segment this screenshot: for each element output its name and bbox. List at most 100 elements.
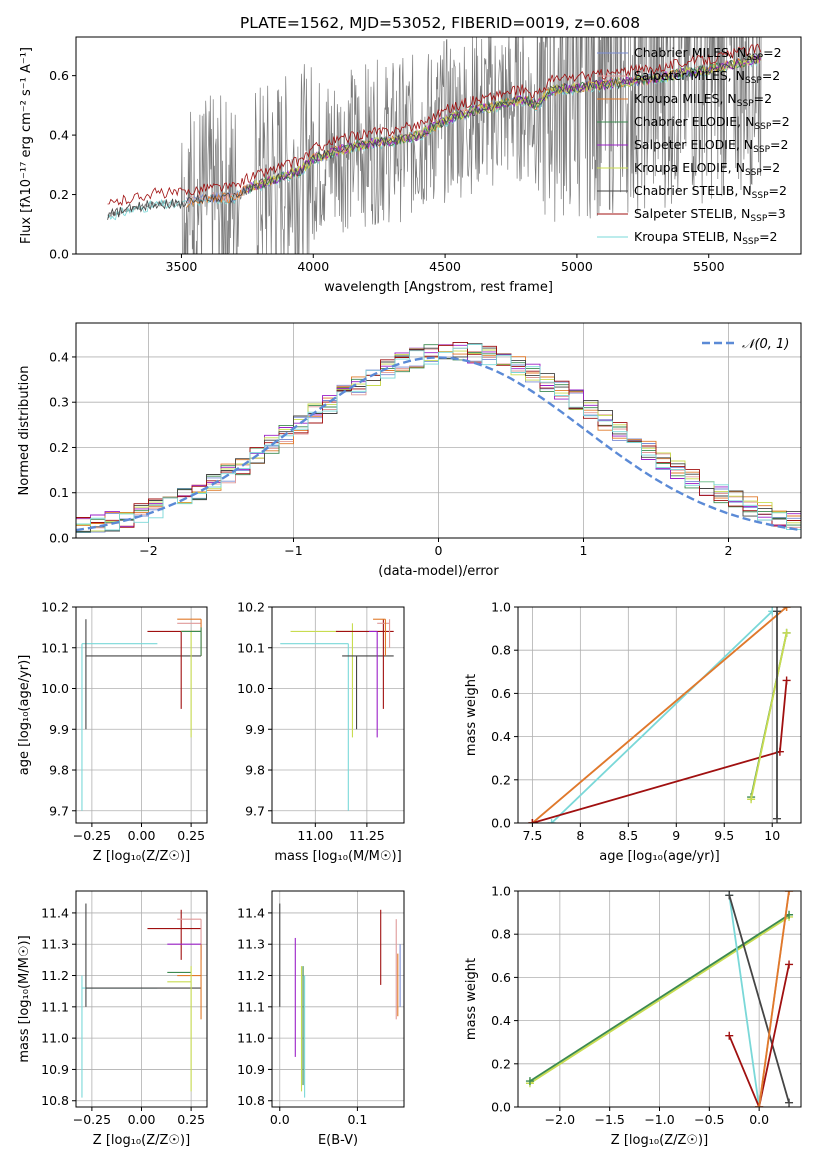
weight-line-kroupa_miles	[758, 891, 790, 1107]
plot-area	[518, 607, 801, 823]
weight-marker-chabrier_stelib	[725, 891, 734, 900]
y-tick-label: 9.8	[49, 763, 69, 778]
y-tick-label: 11.2	[41, 968, 69, 983]
weight-line-salpeter_stelib	[532, 680, 788, 823]
x-axis-label: mass [log₁₀(M/M☉)]	[274, 849, 401, 864]
y-tick-label: 0.0	[49, 247, 69, 262]
x-tick-label: 11.25	[349, 828, 385, 843]
y-tick-label: 10.8	[41, 1093, 69, 1108]
y-tick-label: 0.0	[491, 1100, 511, 1115]
y-tick-label: 11.1	[41, 999, 69, 1014]
weight-marker-kroupa_elodie	[782, 628, 791, 637]
y-tick-label: 0.4	[49, 128, 69, 143]
y-tick-label: 11.2	[237, 968, 265, 983]
y-tick-label: 0.6	[491, 970, 511, 985]
axes-frame	[517, 606, 802, 824]
x-tick-label: −2.0	[545, 1112, 575, 1127]
weight-marker-kroupa_miles	[755, 1103, 764, 1107]
panel-mass_vs_Z: −0.25 0.00 0.25 10.8 10.9 11.0 11.1 11.2 11.3 11.…	[17, 890, 208, 1148]
weight-marker-kroupa_miles	[782, 607, 791, 611]
panel-residuals: −2 −1 0 1 2 0.0 0.1 0.2 0.3 0.4 (data-model)/error…	[17, 322, 802, 579]
y-tick-label: 10.2	[237, 600, 265, 615]
panel-massweight_vs_age: 7.5 8 8.5 9 9.5 10 0.0 0.2 0.4 0.6 0.8 1.0 age [log₁…	[464, 600, 802, 864]
model-line-chabrier_stelib	[107, 52, 762, 220]
legend-entry: Chabrier MILES, NSSP=2	[634, 45, 782, 63]
plot-area	[76, 607, 207, 823]
y-tick-label: 0.4	[49, 349, 69, 364]
normal-curve	[76, 356, 801, 532]
y-axis-label: mass weight	[464, 958, 479, 1040]
y-tick-label: 11.4	[41, 905, 69, 920]
x-tick-label: −0.25	[73, 828, 111, 843]
y-tick-label: 10.0	[41, 681, 69, 696]
legend-entry: Salpeter MILES, NSSP=2	[634, 68, 780, 86]
y-axis-label: mass [log₁₀(M/M☉)]	[17, 935, 32, 1062]
y-tick-label: 9.9	[49, 722, 69, 737]
y-tick-label: 0.8	[491, 643, 511, 658]
x-tick-label: −1.0	[644, 1112, 674, 1127]
x-tick-label: −1.5	[594, 1112, 624, 1127]
axes-frame	[271, 890, 405, 1108]
x-tick-label: −0.5	[694, 1112, 724, 1127]
weight-marker-salpeter_stelib	[782, 676, 791, 685]
x-tick-label: 2	[725, 543, 733, 558]
x-tick-label: 0.0	[270, 1112, 290, 1127]
x-tick-label: 1	[580, 543, 588, 558]
weight-line-kroupa_miles	[531, 607, 788, 823]
weight-marker-chabrier_elodie	[525, 1077, 534, 1086]
legend-entry: Kroupa MILES, NSSP=2	[634, 91, 772, 109]
y-tick-label: 0.6	[49, 68, 69, 83]
panel-age_vs_Z: −0.25 0.00 0.25 9.7 9.8 9.9 10.0 10.1 10.2 Z [log…	[17, 600, 208, 864]
legend-entry: Kroupa ELODIE, NSSP=2	[634, 160, 780, 178]
y-tick-label: 0.4	[491, 729, 511, 744]
axes-frame	[75, 36, 802, 255]
model-line-chabrier_elodie	[248, 54, 761, 194]
x-tick-label: 4500	[429, 259, 461, 274]
y-tick-label: 0.4	[491, 1013, 511, 1028]
legend-entry: Salpeter ELODIE, NSSP=2	[634, 137, 788, 155]
legend-entry: Salpeter STELIB, NSSP=3	[634, 206, 786, 224]
weight-line-kroupa_stelib	[728, 895, 760, 1107]
y-axis-label: Flux [fλ10⁻¹⁷ erg cm⁻² s⁻¹ A⁻¹]	[19, 47, 34, 244]
x-tick-label: 0.25	[177, 828, 205, 843]
x-tick-label: 5000	[561, 259, 593, 274]
x-tick-label: 0.1	[347, 1112, 367, 1127]
weight-marker-chabrier_stelib	[773, 814, 782, 823]
weight-marker-kroupa_stelib	[547, 819, 556, 823]
panel-mass_vs_ebv: 0.0 0.1 10.8 10.9 11.0 11.1 11.2 11.3 11.4 E(B-V)	[237, 890, 405, 1148]
x-tick-label: −1	[284, 543, 302, 558]
legend: Chabrier MILES, NSSP=2 Salpeter MILES, NS…	[597, 45, 790, 247]
x-tick-label: 10	[764, 828, 780, 843]
x-tick-label: 4000	[297, 259, 329, 274]
x-axis-label: Z [log₁₀(Z/Z☉)]	[93, 1133, 190, 1148]
data-spectrum-line	[107, 37, 762, 254]
y-tick-label: 0.6	[491, 686, 511, 701]
figure-title: PLATE=1562, MJD=53052, FIBERID=0019, z=0…	[240, 14, 640, 32]
plot-area	[76, 323, 801, 538]
x-tick-label: 3500	[166, 259, 198, 274]
y-tick-label: 9.8	[245, 763, 265, 778]
panel-spectrum: 3500 4000 4500 5000 5500 0.0 0.2 0.4 0.6 waveleng…	[19, 36, 802, 295]
y-tick-label: 0.2	[49, 187, 69, 202]
panel-massweight_vs_Z: −2.0 −1.5 −1.0 −0.5 0.0 0.0 0.2 0.4 0.6 0.8 1.0 Z […	[464, 884, 802, 1148]
weight-line-chabrier_stelib	[728, 895, 790, 1103]
x-axis-label: Z [log₁₀(Z/Z☉)]	[611, 1133, 708, 1148]
weight-line-kroupa_elodie	[529, 916, 790, 1084]
y-tick-label: 0.2	[49, 440, 69, 455]
y-tick-label: 1.0	[491, 600, 511, 615]
y-tick-label: 10.9	[237, 1062, 265, 1077]
panel-age_vs_mass: 11.00 11.25 9.7 9.8 9.9 10.0 10.1 10.2 mass [log…	[237, 600, 405, 864]
x-axis-label: age [log₁₀(age/yr)]	[599, 849, 720, 864]
x-axis-label: (data-model)/error	[378, 564, 499, 579]
x-axis-label: wavelength [Angstrom, rest frame]	[324, 280, 553, 295]
histogram-step-salpeter_stelib	[76, 341, 801, 528]
y-tick-label: 10.8	[237, 1093, 265, 1108]
y-tick-label: 11.4	[237, 905, 265, 920]
axes-frame	[271, 606, 405, 824]
y-tick-label: 1.0	[491, 884, 511, 899]
y-tick-label: 10.9	[41, 1062, 69, 1077]
y-tick-label: 0.2	[491, 772, 511, 787]
y-tick-label: 11.0	[41, 1031, 69, 1046]
weight-marker-kroupa_elodie	[747, 795, 756, 804]
x-tick-label: 0	[435, 543, 443, 558]
